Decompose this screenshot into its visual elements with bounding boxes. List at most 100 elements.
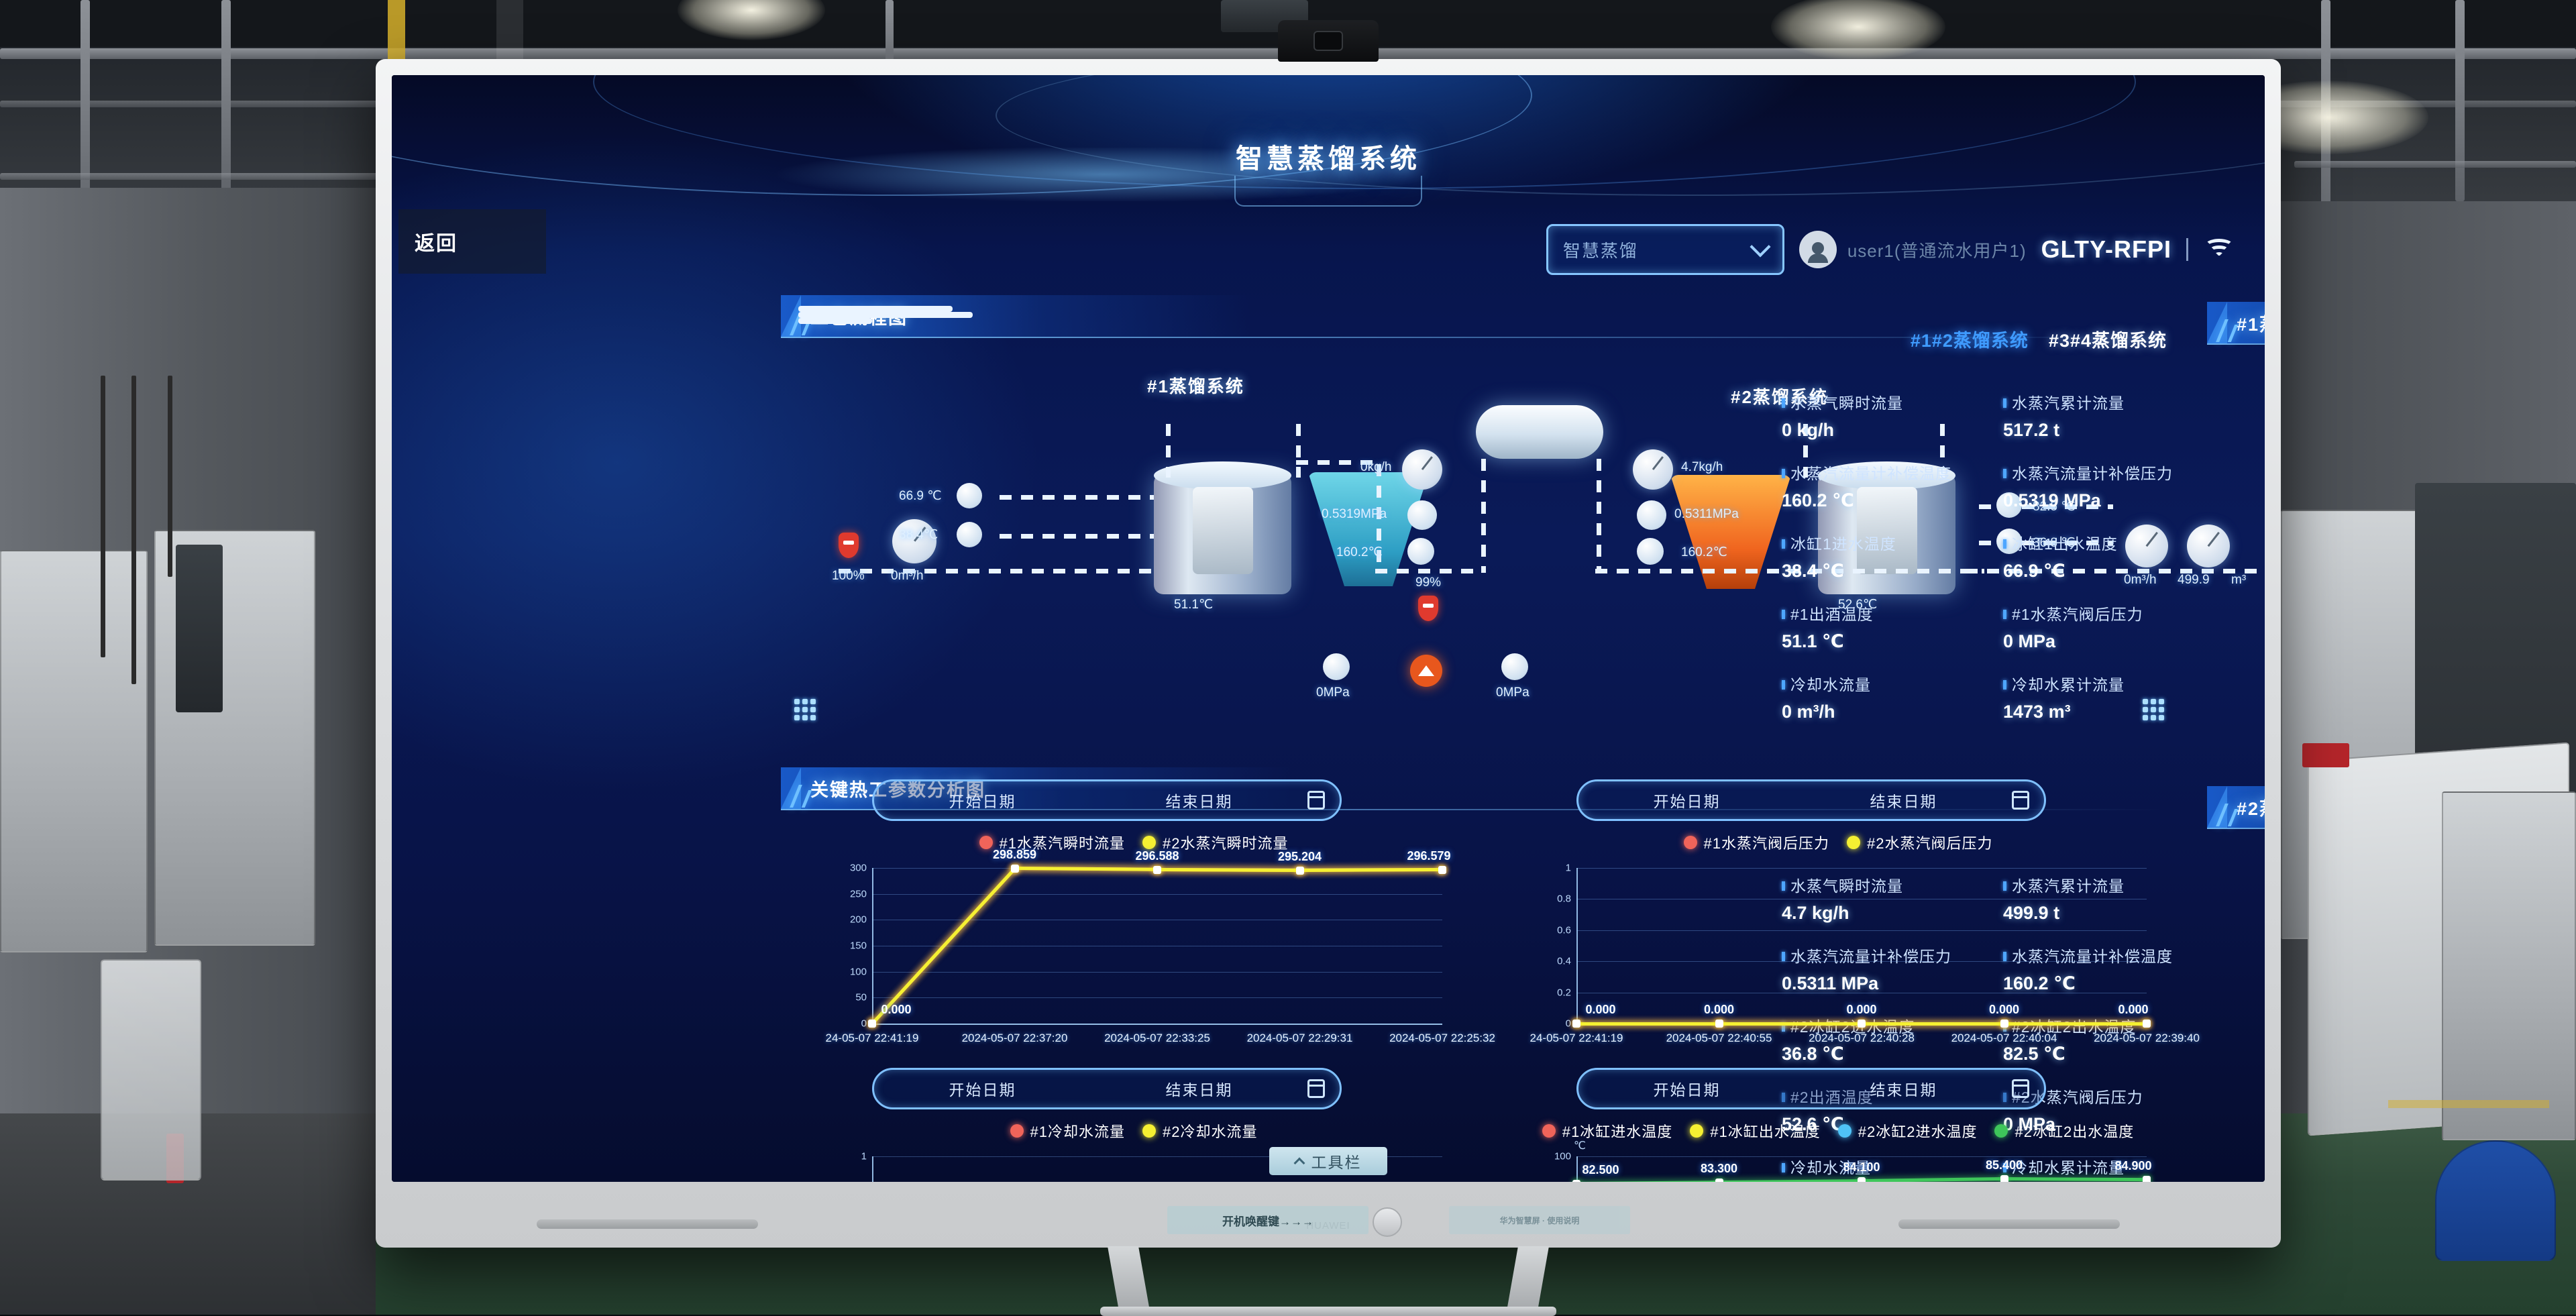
- user-avatar-icon[interactable]: [1799, 231, 1837, 268]
- metric-value: 160.2 ℃: [1782, 490, 1951, 511]
- calendar-icon[interactable]: [1307, 791, 1325, 810]
- y-axis-tick: 300: [850, 863, 867, 874]
- start-date-input[interactable]: 开始日期: [1578, 1077, 1795, 1100]
- end-date-input[interactable]: 结束日期: [1795, 1077, 2012, 1100]
- camera-lens-icon: [1313, 31, 1343, 51]
- series-line-segment: [1862, 1022, 2004, 1026]
- hmi-screen: 智慧蒸馏系统 智慧蒸馏 user1(普通流水用户1) GLTY-RFPI: [392, 75, 2265, 1182]
- date-range-picker[interactable]: 开始日期结束日期: [1576, 1068, 2046, 1109]
- tag-still1-out: 51.1℃: [1174, 597, 1213, 612]
- end-date-input[interactable]: 结束日期: [1091, 789, 1307, 812]
- data-label: 296.588: [1135, 849, 1179, 863]
- steam-temp-sensor-1: [1407, 538, 1434, 565]
- legend-item[interactable]: #1冰缸出水温度: [1690, 1120, 1820, 1142]
- x-axis-tick: 24-05-07 22:41:19: [1530, 1032, 1623, 1045]
- metric-label: #1水蒸汽阀后压力: [2003, 602, 2143, 624]
- usage-note-sticker: 华为智慧屏 · 使用说明: [1449, 1206, 1630, 1234]
- legend-item[interactable]: #2冷却水流量: [1142, 1120, 1257, 1142]
- legend-item[interactable]: #1冰缸进水温度: [1542, 1120, 1672, 1142]
- y-axis-tick: 0.8: [1557, 893, 1571, 905]
- tag-steam-flow-2: 4.7kg/h: [1681, 460, 1723, 475]
- data-point: [2000, 1020, 2008, 1028]
- metric-value: 0 m³/h: [1782, 702, 1871, 722]
- legend-color-dot: [1010, 1124, 1024, 1138]
- end-date-input[interactable]: 结束日期: [1795, 789, 2012, 812]
- toolbar-toggle-button[interactable]: 工具栏: [1269, 1147, 1387, 1175]
- calendar-icon[interactable]: [1307, 1079, 1325, 1098]
- series-line-segment: [1719, 1022, 1862, 1026]
- wifi-icon[interactable]: [2203, 237, 2235, 262]
- tag-steam-press-1: 0.5319MPa: [1322, 507, 1387, 522]
- date-range-picker[interactable]: 开始日期结束日期: [1576, 779, 2046, 821]
- chart-legend: #1水蒸汽瞬时流量#2水蒸汽瞬时流量: [798, 832, 1469, 853]
- still-1-top: [1154, 461, 1291, 490]
- legend-color-dot: [1142, 836, 1156, 849]
- calendar-icon[interactable]: [2012, 1079, 2029, 1098]
- sys1-panel-underline: [2207, 343, 2265, 345]
- y-axis-tick: 200: [850, 914, 867, 926]
- display-stand: [1100, 1246, 1556, 1315]
- return-button[interactable]: 返回: [398, 209, 546, 274]
- gridline: [872, 997, 1442, 998]
- metric-label: 冷却水累计流量: [2003, 672, 2125, 695]
- legend-item[interactable]: #1水蒸汽阀后压力: [1684, 832, 1829, 853]
- series-line-segment: [1576, 1181, 1719, 1182]
- data-point: [868, 1020, 876, 1028]
- legend-label: #2冷却水流量: [1163, 1120, 1257, 1142]
- data-point: [1438, 866, 1446, 874]
- legend-label: #2冰缸2出水温度: [2015, 1120, 2134, 1142]
- metric-value: 66.9 ℃: [2003, 561, 2118, 582]
- user-name-label: user1(普通流水用户1): [1847, 237, 2027, 262]
- metric-item: 水蒸汽流量计补偿温度 160.2 ℃: [1782, 461, 1951, 511]
- y-axis-tick: 0.6: [1557, 924, 1571, 936]
- data-label: 296.579: [1407, 849, 1450, 863]
- data-point: [1572, 1180, 1580, 1182]
- mid-control-valve[interactable]: [1410, 655, 1442, 687]
- x-axis-tick: 2024-05-07 22:40:04: [1951, 1032, 2057, 1045]
- home-button[interactable]: [1373, 1207, 1402, 1237]
- tag-steam-temp-1: 160.2℃: [1336, 545, 1383, 560]
- legend-item[interactable]: #2冰缸2出水温度: [1994, 1120, 2134, 1142]
- y-axis-tick: 0: [1566, 1018, 1571, 1030]
- metric-label: 水蒸气瞬时流量: [1782, 390, 1903, 413]
- system-select-dropdown[interactable]: 智慧蒸馏: [1546, 224, 1784, 275]
- legend-item[interactable]: #2冰缸2进水温度: [1838, 1120, 1978, 1142]
- data-label: 82.500: [1582, 1163, 1619, 1177]
- series-line-segment: [2004, 1177, 2147, 1181]
- calendar-icon[interactable]: [2012, 791, 2029, 810]
- still-1-internals: [1193, 487, 1253, 574]
- series-line-segment: [1299, 868, 1442, 872]
- tab-system-34[interactable]: #3#4蒸馏系统: [2049, 326, 2167, 352]
- series-line-segment: [1862, 1177, 2004, 1182]
- date-range-picker[interactable]: 开始日期结束日期: [872, 779, 1342, 821]
- data-label: 85.400: [1986, 1158, 2023, 1172]
- y-axis-tick: 1: [1566, 863, 1571, 874]
- date-range-picker[interactable]: 开始日期结束日期: [872, 1068, 1342, 1109]
- metric-label: 水蒸汽流量计补偿温度: [1782, 461, 1951, 484]
- data-point: [1572, 1020, 1580, 1028]
- tab-system-12[interactable]: #1#2蒸馏系统: [1911, 326, 2029, 352]
- start-date-input[interactable]: 开始日期: [874, 789, 1091, 812]
- grid-menu-icon-left[interactable]: [794, 699, 816, 720]
- data-label: 298.859: [993, 848, 1036, 862]
- start-date-input[interactable]: 开始日期: [874, 1077, 1091, 1100]
- end-date-input[interactable]: 结束日期: [1091, 1077, 1307, 1100]
- tag-steam-temp-2: 160.2℃: [1681, 545, 1727, 560]
- metric-label: 冷却水流量: [1782, 672, 1871, 695]
- x-axis-tick: 2024-05-07 22:29:31: [1247, 1032, 1353, 1045]
- legend-item[interactable]: #1冷却水流量: [1010, 1120, 1125, 1142]
- metric-value: 1473 m³: [2003, 702, 2125, 722]
- gridline: [872, 972, 1442, 973]
- y-axis-tick: 0.2: [1557, 987, 1571, 998]
- device-name-label: GLTY-RFPI: [2041, 235, 2171, 264]
- legend-label: #2水蒸汽瞬时流量: [1163, 832, 1288, 853]
- x-axis-tick: 2024-05-07 22:37:20: [962, 1032, 1068, 1045]
- wake-key-sticker: 开机唤醒键→→→: [1167, 1206, 1368, 1234]
- y-axis: [872, 868, 873, 1024]
- legend-item[interactable]: #2水蒸汽阀后压力: [1847, 832, 1992, 853]
- chart-legend: #1冰缸进水温度 #1冰缸出水温度 #2冰缸2进水温度 #2冰缸2出水温度: [1503, 1120, 2174, 1142]
- y-axis: [1576, 868, 1578, 1024]
- start-date-input[interactable]: 开始日期: [1578, 789, 1795, 812]
- legend-label: #1冰缸出水温度: [1710, 1120, 1820, 1142]
